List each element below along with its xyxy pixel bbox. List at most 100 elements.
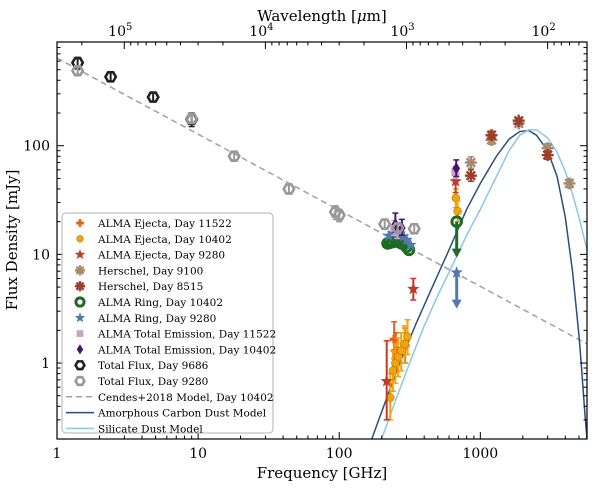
marker bbox=[377, 218, 392, 230]
legend-marker-3 bbox=[75, 281, 85, 291]
upper-limit-arrowhead bbox=[451, 299, 462, 309]
herschel_8515-point-2 bbox=[512, 114, 525, 127]
legend-marker bbox=[74, 249, 86, 260]
marker bbox=[380, 374, 393, 387]
silicate_model-line bbox=[380, 129, 588, 440]
legend-label: Herschel, Day 8515 bbox=[98, 281, 203, 293]
legend-label: ALMA Ejecta, Day 11522 bbox=[97, 218, 232, 230]
marker bbox=[450, 215, 464, 228]
total_flux_9280-point-2 bbox=[227, 150, 241, 163]
legend-label: ALMA Ring, Day 10402 bbox=[97, 297, 223, 309]
model-curves bbox=[56, 57, 588, 440]
legend-label: ALMA Ejecta, Day 10402 bbox=[97, 234, 232, 246]
legend-entry-alma_ejecta_10402: ALMA Ejecta, Day 10402 bbox=[76, 234, 232, 246]
ring_9280-point-0 bbox=[382, 229, 396, 242]
legend-label: Silicate Dust Model bbox=[98, 423, 203, 435]
total_flux_9280-point-8 bbox=[407, 222, 421, 235]
marker-3 bbox=[542, 149, 553, 161]
top-tick-label-3: 102 bbox=[532, 22, 556, 40]
ring_9280-point-6 bbox=[404, 238, 417, 251]
total_flux_9686-point-2 bbox=[146, 91, 160, 103]
marker bbox=[184, 112, 199, 125]
legend-label: Total Flux, Day 9280 bbox=[98, 376, 208, 388]
marker bbox=[70, 64, 85, 77]
total_emission_10402-point-2 bbox=[452, 159, 461, 178]
marker-3 bbox=[465, 157, 476, 168]
y-tick-label-2: 100 bbox=[23, 139, 50, 155]
legend-marker-v bbox=[78, 219, 82, 227]
legend-entry-alma_ejecta_11522: ALMA Ejecta, Day 11522 bbox=[76, 218, 232, 230]
legend-entry-ring_9280: ALMA Ring, Day 9280 bbox=[74, 312, 216, 325]
marker bbox=[407, 282, 420, 295]
ring_9280-point-5 bbox=[400, 233, 413, 246]
y-tick-label-0: 1 bbox=[41, 356, 50, 372]
marker-v bbox=[392, 334, 396, 344]
x-axis-title: Frequency [GHz] bbox=[257, 464, 388, 482]
marker-3 bbox=[564, 178, 575, 189]
legend: ALMA Ejecta, Day 11522 ALMA Ejecta, Day 1… bbox=[61, 212, 276, 435]
marker bbox=[227, 150, 241, 163]
data-points bbox=[70, 56, 576, 421]
marker bbox=[391, 222, 405, 234]
marker bbox=[400, 233, 413, 246]
marker bbox=[451, 193, 460, 203]
x-tick-label-2: 100 bbox=[326, 446, 353, 462]
herschel_9100-point-0 bbox=[464, 156, 477, 170]
legend-marker-3 bbox=[75, 265, 85, 275]
legend-marker bbox=[74, 296, 86, 308]
total_flux_9280-point-3 bbox=[282, 183, 296, 195]
legend-label: ALMA Ejecta, Day 9280 bbox=[97, 250, 225, 262]
legend-entry-total_emission_11522: ALMA Total Emission, Day 11522 bbox=[76, 329, 276, 341]
legend-entry-total_flux_9280: Total Flux, Day 9280 bbox=[74, 375, 208, 388]
top-tick-label-1: 104 bbox=[249, 22, 273, 40]
marker bbox=[450, 266, 463, 278]
upper-limit-arrowhead bbox=[451, 248, 462, 258]
top-tick-label-2: 103 bbox=[390, 22, 414, 40]
marker bbox=[103, 71, 118, 83]
x-tick-label-3: 1000 bbox=[463, 446, 499, 462]
tick-labels: 1 10 100 1000 1 10 100 105 104 103 102 bbox=[23, 22, 555, 462]
total_flux_9280-point-0 bbox=[70, 64, 85, 77]
legend-marker bbox=[74, 312, 86, 323]
herschel_8515-point-0 bbox=[464, 169, 477, 183]
marker bbox=[449, 174, 462, 187]
marker bbox=[282, 183, 296, 195]
herschel_8515-point-3 bbox=[541, 149, 554, 162]
x-tick-label-0: 1 bbox=[53, 446, 62, 462]
y-tick-label-1: 10 bbox=[32, 247, 50, 263]
legend-entry-ring_10402: ALMA Ring, Day 10402 bbox=[74, 296, 223, 309]
marker bbox=[328, 206, 343, 218]
marker-3 bbox=[465, 170, 476, 181]
alma_ejecta_9280-point-1 bbox=[407, 277, 420, 301]
total_flux_9686-point-1 bbox=[103, 71, 118, 83]
legend-entry-cendes_model: Cendes+2018 Model, Day 10402 bbox=[66, 392, 274, 404]
legend-marker bbox=[76, 344, 84, 355]
marker bbox=[332, 209, 346, 221]
total_flux_9280-point-5 bbox=[332, 208, 346, 223]
legend-label: Cendes+2018 Model, Day 10402 bbox=[98, 392, 274, 404]
y-axis-title: Flux Density [mJy] bbox=[3, 170, 21, 311]
marker-3 bbox=[513, 115, 524, 126]
top-axis-title: Wavelength [μm] bbox=[257, 7, 386, 25]
legend-marker bbox=[74, 375, 86, 387]
legend-label: ALMA Ring, Day 9280 bbox=[97, 313, 216, 325]
legend-label: Total Flux, Day 9686 bbox=[98, 360, 209, 372]
marker bbox=[453, 206, 462, 216]
marker-3 bbox=[486, 130, 497, 141]
marker bbox=[407, 222, 421, 235]
marker bbox=[452, 162, 461, 175]
legend-entry-total_flux_9686: Total Flux, Day 9686 bbox=[74, 360, 209, 372]
alma_ejecta_10402-point-8 bbox=[453, 200, 462, 223]
total_flux_9280-point-1 bbox=[184, 112, 199, 125]
legend-entry-silicate_model: Silicate Dust Model bbox=[66, 423, 203, 435]
herschel_8515-point-1 bbox=[485, 129, 498, 142]
alma_ejecta_10402-point-6 bbox=[403, 319, 412, 356]
legend-entry-herschel_9100: Herschel, Day 9100 bbox=[74, 265, 203, 277]
legend-entry-alma_ejecta_9280: ALMA Ejecta, Day 9280 bbox=[74, 249, 225, 262]
alma_ejecta_10402-point-4 bbox=[397, 331, 406, 372]
legend-marker bbox=[76, 330, 84, 337]
legend-entry-herschel_8515: Herschel, Day 8515 bbox=[74, 281, 203, 293]
legend-entry-total_emission_10402: ALMA Total Emission, Day 10402 bbox=[76, 344, 276, 356]
herschel_9100-point-4 bbox=[563, 177, 576, 190]
